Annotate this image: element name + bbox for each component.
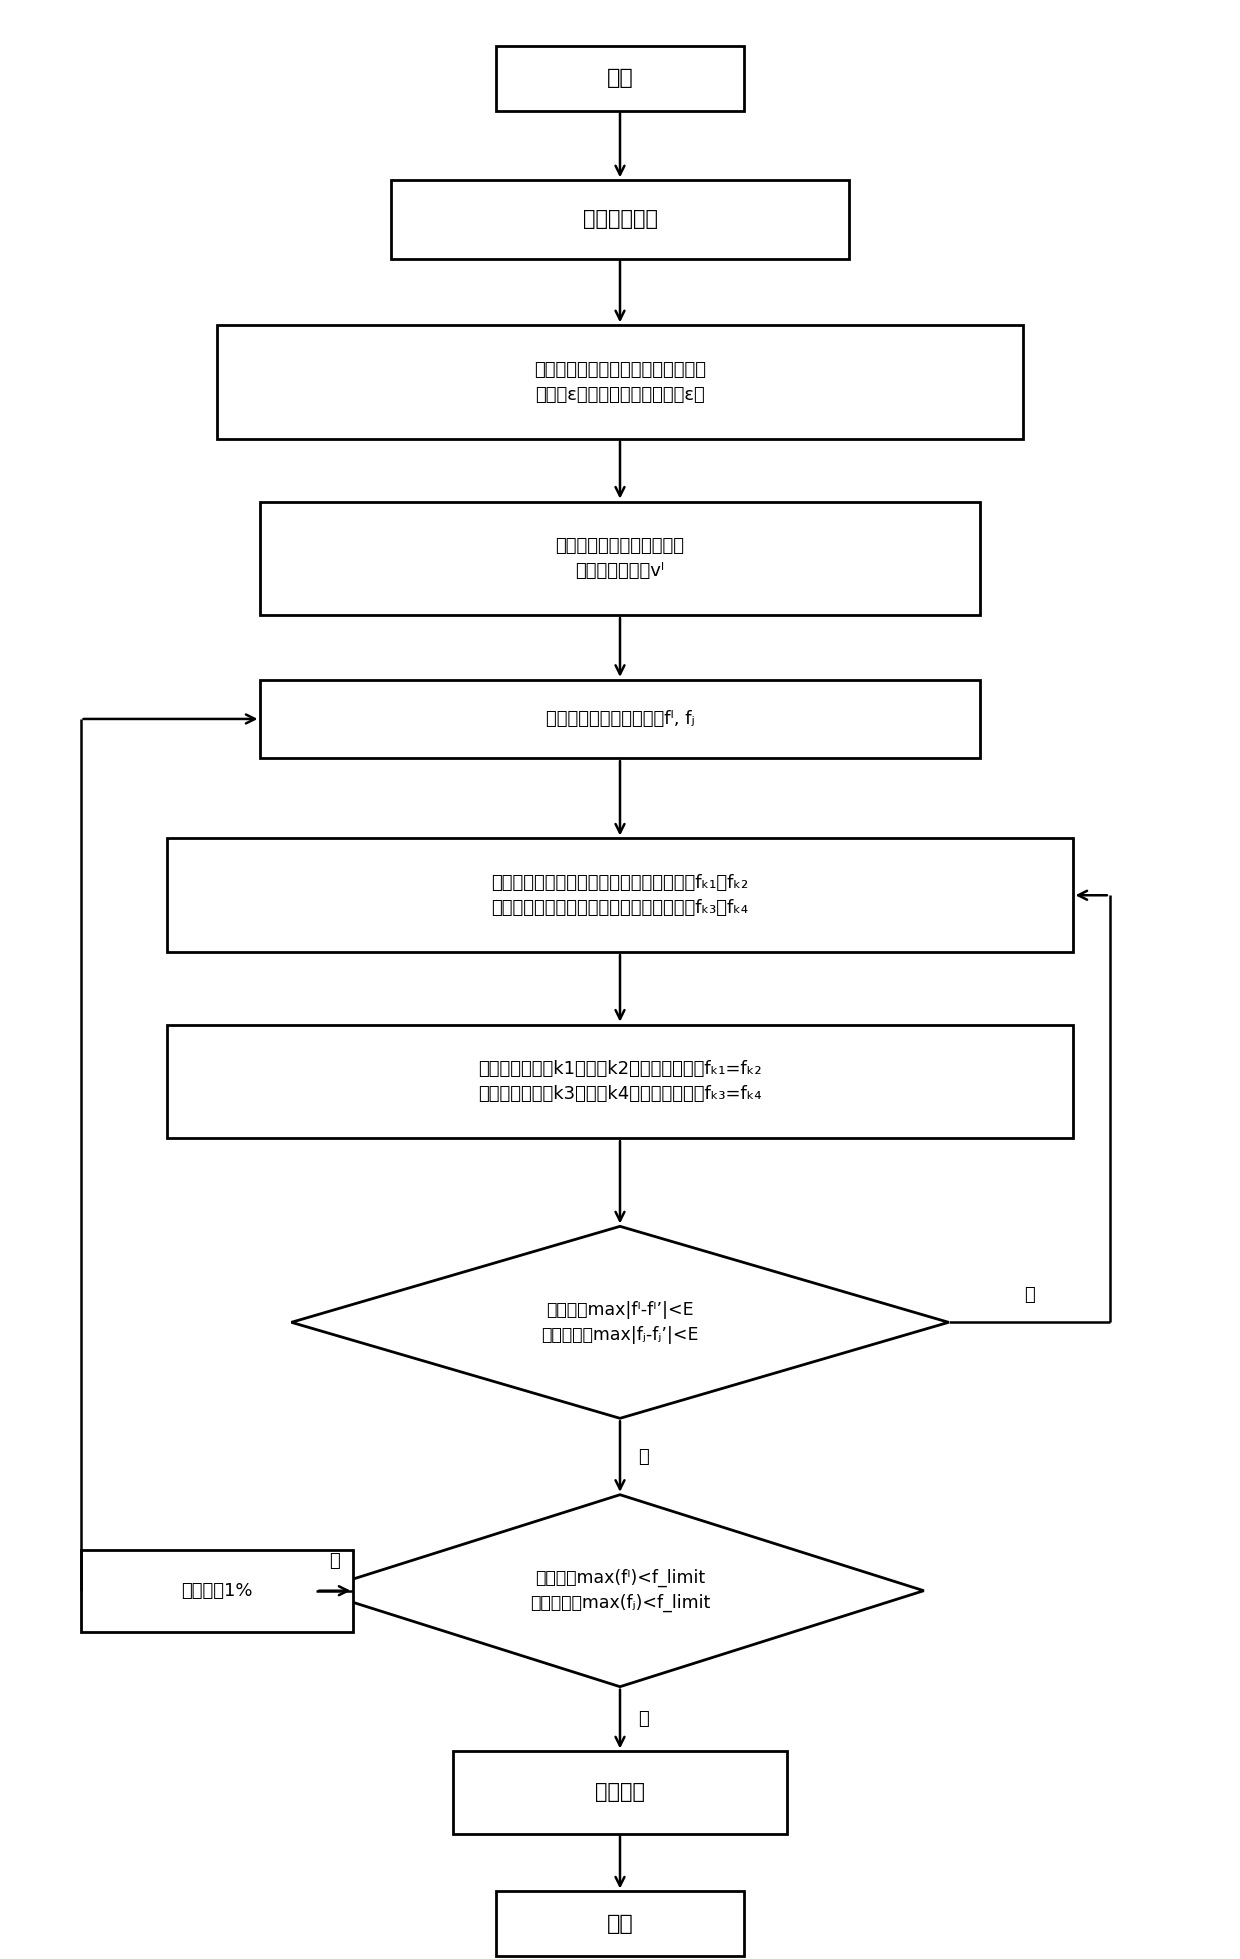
Text: 整体降速1%: 整体降速1% <box>181 1581 253 1601</box>
FancyBboxPatch shape <box>260 502 980 615</box>
FancyBboxPatch shape <box>496 1892 744 1955</box>
Text: 是: 是 <box>639 1448 650 1465</box>
Text: 按照秒流量相等原则初始化
各机架札制速度vᴵ: 按照秒流量相等原则初始化 各机架札制速度vᴵ <box>556 537 684 580</box>
Text: 奇数机架max|fᴵ-fᴵ’|<E
且偶数机架max|fⱼ-fⱼ’|<E: 奇数机架max|fᴵ-fᴵ’|<E 且偶数机架max|fⱼ-fⱼ’|<E <box>541 1301 699 1344</box>
FancyBboxPatch shape <box>81 1550 353 1632</box>
FancyBboxPatch shape <box>167 1025 1073 1138</box>
Text: 按照平均分配原则初始化各奇数机架
压下率ε奇和各偶数机架压下率ε偶: 按照平均分配原则初始化各奇数机架 压下率ε奇和各偶数机架压下率ε偶 <box>534 360 706 404</box>
Polygon shape <box>316 1495 924 1687</box>
FancyBboxPatch shape <box>391 180 849 259</box>
Polygon shape <box>291 1226 949 1418</box>
Text: 开始: 开始 <box>606 69 634 88</box>
Text: 输入相关参数: 输入相关参数 <box>583 210 657 229</box>
FancyBboxPatch shape <box>260 680 980 758</box>
FancyBboxPatch shape <box>167 838 1073 952</box>
Text: 输出结果: 输出结果 <box>595 1783 645 1802</box>
Text: 是: 是 <box>639 1710 650 1728</box>
FancyBboxPatch shape <box>217 325 1023 439</box>
Text: 否: 否 <box>330 1552 340 1571</box>
Text: 否: 否 <box>1024 1285 1034 1305</box>
FancyBboxPatch shape <box>453 1751 787 1834</box>
Text: 结束: 结束 <box>606 1914 634 1934</box>
Text: 寻找奇数机架综合负荷函数差値最大的一对fₖ₁、fₖ₂
寻找偶数机架综合负荷函数差値最大的一对fₖ₃、fₖ₄: 寻找奇数机架综合负荷函数差値最大的一对fₖ₁、fₖ₂ 寻找偶数机架综合负荷函数差… <box>491 874 749 917</box>
Text: 求解各机架综合负荷函数fᴵ, fⱼ: 求解各机架综合负荷函数fᴵ, fⱼ <box>546 709 694 729</box>
Text: 利用二分法调整k1机架和k2机架的压下率使fₖ₁=fₖ₂
利用二分法调整k3机架和k4机架的压下率使fₖ₃=fₖ₄: 利用二分法调整k1机架和k2机架的压下率使fₖ₁=fₖ₂ 利用二分法调整k3机架… <box>479 1060 761 1103</box>
FancyBboxPatch shape <box>496 45 744 110</box>
Text: 奇数机架max(fᴵ)<f_limit
且偶数机架max(fⱼ)<f_limit: 奇数机架max(fᴵ)<f_limit 且偶数机架max(fⱼ)<f_limit <box>529 1569 711 1612</box>
